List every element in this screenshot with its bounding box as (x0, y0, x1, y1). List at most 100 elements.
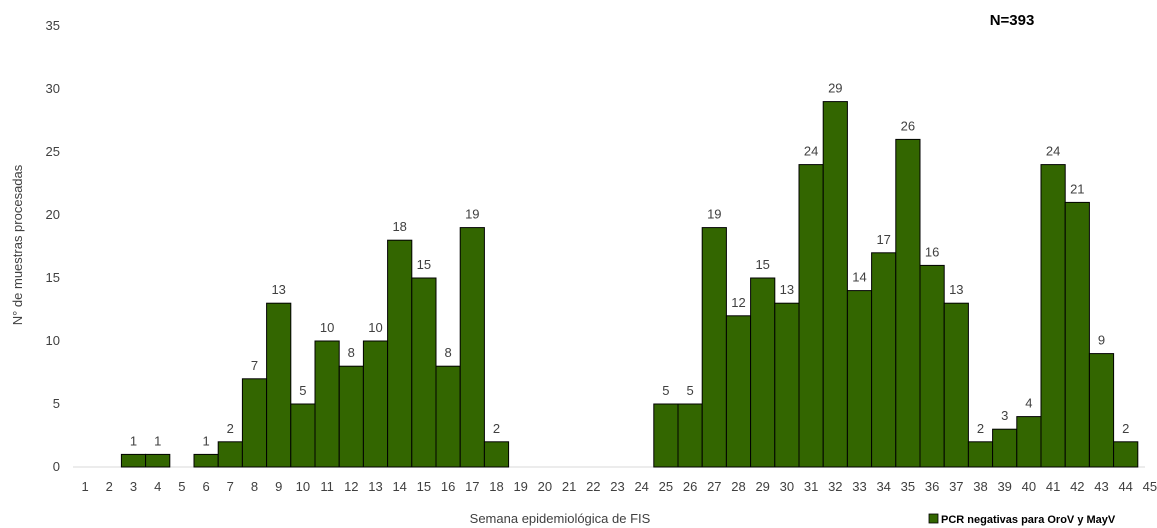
data-label: 19 (465, 207, 479, 222)
data-label: 9 (1098, 333, 1105, 348)
x-tick-label: 39 (997, 479, 1011, 494)
bar (822, 101, 848, 468)
data-label: 17 (876, 232, 890, 247)
x-tick-label: 7 (227, 479, 234, 494)
x-axis-ticks: 1 2 3 4 5 6 7 8 9 10 11 12 13 14 15 16 17 18 19 20 21 22 23 24 2… (81, 479, 1157, 494)
x-tick-label: 2 (106, 479, 113, 494)
data-label: 8 (444, 345, 451, 360)
x-tick-label: 19 (513, 479, 527, 494)
bar (701, 227, 727, 468)
bar (411, 277, 437, 468)
data-label: 29 (828, 81, 842, 96)
x-tick-label: 22 (586, 479, 600, 494)
bar (120, 453, 147, 468)
bar (967, 441, 994, 468)
bar (193, 453, 219, 468)
x-tick-label: 44 (1118, 479, 1132, 494)
x-tick-label: 5 (178, 479, 185, 494)
data-label: 1 (202, 433, 209, 448)
bar (725, 315, 752, 468)
data-label: 2 (977, 421, 984, 436)
data-label: 2 (1122, 421, 1129, 436)
x-tick-label: 41 (1046, 479, 1060, 494)
data-label: 26 (901, 118, 915, 133)
y-tick-label: 20 (46, 207, 60, 222)
bar (217, 441, 243, 468)
data-label: 7 (251, 358, 258, 373)
x-tick-label: 26 (683, 479, 697, 494)
x-tick-label: 16 (441, 479, 455, 494)
data-label: 4 (1025, 396, 1032, 411)
x-tick-label: 25 (659, 479, 673, 494)
y-tick-label: 30 (46, 81, 60, 96)
data-label: 14 (852, 270, 866, 285)
bar (871, 252, 897, 468)
bar (435, 365, 461, 468)
bar (750, 277, 776, 468)
bar (798, 164, 824, 468)
y-tick-label: 25 (46, 144, 60, 159)
data-label: 5 (662, 383, 669, 398)
bar (241, 378, 268, 468)
x-tick-label: 40 (1022, 479, 1036, 494)
x-tick-label: 6 (202, 479, 209, 494)
y-axis-title: N° de muestras procesadas (10, 164, 25, 325)
bar (895, 138, 921, 468)
x-tick-label: 18 (489, 479, 503, 494)
bar (1016, 416, 1042, 468)
data-label: 5 (299, 383, 306, 398)
y-tick-label: 10 (46, 333, 60, 348)
x-tick-label: 8 (251, 479, 258, 494)
bar (919, 264, 945, 468)
x-tick-label: 31 (804, 479, 818, 494)
bar (290, 403, 316, 468)
x-tick-label: 43 (1094, 479, 1108, 494)
data-label: 13 (271, 282, 285, 297)
x-tick-label: 37 (949, 479, 963, 494)
x-tick-label: 36 (925, 479, 939, 494)
bar (145, 453, 171, 468)
bar (992, 428, 1018, 468)
data-label: 24 (1046, 144, 1060, 159)
bar (314, 340, 340, 468)
bar (338, 365, 364, 468)
x-tick-label: 21 (562, 479, 576, 494)
data-label: 1 (154, 433, 161, 448)
x-tick-label: 32 (828, 479, 842, 494)
x-tick-label: 9 (275, 479, 282, 494)
bar (774, 302, 800, 468)
data-label: 15 (755, 257, 769, 272)
bars (120, 101, 1139, 468)
x-tick-label: 42 (1070, 479, 1084, 494)
data-label: 18 (392, 219, 406, 234)
x-tick-label: 24 (634, 479, 648, 494)
data-label: 21 (1070, 181, 1084, 196)
bar (1088, 353, 1115, 468)
x-tick-label: 35 (901, 479, 915, 494)
bar (943, 302, 969, 468)
x-tick-label: 11 (320, 479, 334, 494)
x-tick-label: 15 (417, 479, 431, 494)
data-label: 2 (493, 421, 500, 436)
x-tick-label: 38 (973, 479, 987, 494)
x-tick-label: 3 (130, 479, 137, 494)
data-label: 10 (320, 320, 334, 335)
data-label: 5 (686, 383, 693, 398)
data-label: 1 (130, 433, 137, 448)
bar (677, 403, 703, 468)
x-tick-label: 13 (368, 479, 382, 494)
legend-swatch (928, 513, 939, 524)
data-label: 16 (925, 244, 939, 259)
data-label: 3 (1001, 408, 1008, 423)
bar (483, 441, 510, 468)
x-tick-label: 45 (1143, 479, 1157, 494)
x-tick-label: 28 (731, 479, 745, 494)
x-tick-label: 4 (154, 479, 161, 494)
x-tick-label: 10 (296, 479, 310, 494)
y-tick-label: 0 (53, 459, 60, 474)
x-tick-label: 29 (755, 479, 769, 494)
x-tick-label: 33 (852, 479, 866, 494)
bar (362, 340, 389, 468)
y-axis-ticks: 0 5 10 15 20 25 30 35 (46, 18, 60, 474)
